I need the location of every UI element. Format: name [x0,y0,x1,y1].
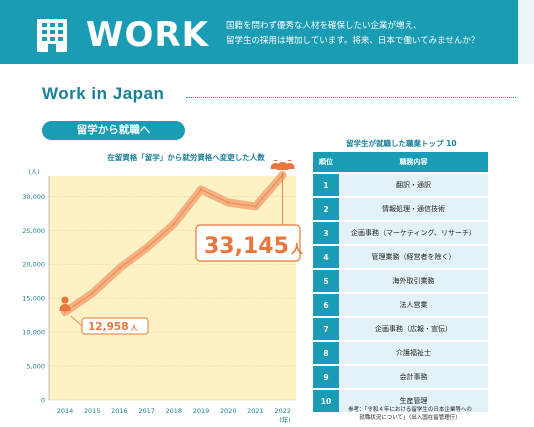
y-tick-label: 0 [41,397,45,405]
x-axis: 2014 2015 2016 2017 2018 2019 2020 2021 2022 [57,407,291,415]
table-row: 4 管理業務（経営者を除く） [313,246,488,268]
data-point [63,310,67,314]
rank-cell: 1 [313,174,339,196]
y-tick-label: 10,000 [22,329,45,337]
y-tick-label: 20,000 [22,261,45,269]
data-point [199,188,203,191]
header-banner [0,0,534,64]
header-edge [518,0,534,64]
table-row: 8 介護福祉士 [313,342,488,364]
table-row: 5 海外取引業務 [313,270,488,292]
x-tick-label: 2016 [111,407,128,415]
job-cell: 管理業務（経営者を除く） [339,246,488,268]
job-cell: 生産管理 [339,390,488,412]
header-description-line1: 国籍を問わず優秀な人材を確保したい企業が増え、 [226,21,422,31]
job-cell: 翻訳・通訳 [339,174,488,196]
chart-title: 在留資格「留学」から就労資格へ変更した人数 [107,153,265,162]
table-row: 1 翻訳・通訳 [313,174,488,196]
rank-cell: 5 [313,270,339,292]
y-tick-label: 5,000 [26,363,45,371]
x-tick-label: 2020 [220,407,237,415]
x-tick-label: 2015 [84,407,101,415]
table-row: 10 生産管理 [313,390,488,412]
data-point [145,246,148,250]
line-chart: 0 5,000 10,000 15,000 20,000 25,000 30,000 201… [22,160,304,424]
people-icon [270,160,295,171]
plot-area [49,176,296,400]
start-value-unit: 人 [131,323,139,332]
table-row: 7 企画事務（広報・宣伝） [313,318,488,340]
header-rank: 順位 [313,152,339,172]
x-tick-label: 2019 [193,407,210,415]
table-row: 2 情報処理・通信技術 [313,198,488,220]
data-point [254,205,257,208]
header-title: WORK [86,15,209,55]
table-row: 6 法人営業 [313,294,488,316]
job-cell: 会計事務 [339,366,488,388]
header-description-line2: 留学生の採用は増加しています。将来、日本で働いてみませんか？ [226,36,480,46]
table-header-row: 順位 職務内容 [313,152,488,172]
rank-cell: 10 [313,390,339,412]
rank-cell: 2 [313,198,339,220]
job-cell: 企画事務（マーケティング、リサーチ） [339,222,488,244]
rank-cell: 9 [313,366,339,388]
x-tick-label: 2021 [247,407,264,415]
y-axis-unit: (人) [28,168,40,176]
job-cell: 介護福祉士 [339,342,488,364]
section-title: Work in Japan [42,84,165,103]
end-value: 33,145 [204,234,289,259]
y-tick-label: 15,000 [22,295,45,303]
start-value: 12,958 [88,321,129,333]
y-tick-label: 25,000 [22,227,45,235]
top10-jobs-table: 順位 職務内容 1 翻訳・通訳 2 情報処理・通信技術 3 企画事務（マーケティング、… [313,150,488,414]
person-icon [59,296,71,312]
data-point [118,267,121,270]
job-cell: 法人営業 [339,294,488,316]
x-tick-label: 2017 [138,407,155,415]
rank-cell: 7 [313,318,339,340]
data-point [227,201,230,204]
x-tick-label: 2014 [57,407,74,415]
section-dotted-line [186,97,516,98]
start-leader-line [70,315,83,327]
rank-cell: 3 [313,222,339,244]
table-source-note-line2: 就職状況について」（出入国在留管理庁） [359,415,461,421]
data-point [172,222,175,226]
rank-cell: 6 [313,294,339,316]
job-cell: 情報処理・通信技術 [339,198,488,220]
rank-cell: 8 [313,342,339,364]
job-cell: 海外取引業務 [339,270,488,292]
table-row: 9 会計事務 [313,366,488,388]
header-job: 職務内容 [339,152,488,172]
data-point [91,292,94,295]
start-value-box [81,317,149,335]
subsection-pill: 留学から就職へ [42,121,185,140]
job-cell: 企画事務（広報・宣伝） [339,318,488,340]
y-tick-label: 30,000 [22,193,45,201]
table-row: 3 企画事務（マーケティング、リサーチ） [313,222,488,244]
table-title: 留学生が就職した職業トップ 10 [346,139,457,148]
y-axis: 0 5,000 10,000 15,000 20,000 25,000 30,000 [22,176,50,405]
table-source-note-line1: 参考：「令和４年における留学生の日本企業等への [348,407,472,413]
end-value-unit: 人 [291,241,304,256]
x-tick-label: 2018 [166,407,183,415]
x-tick-label: 2022 [274,407,291,415]
rank-cell: 4 [313,246,339,268]
end-value-box [195,224,301,262]
building-icon [37,19,67,52]
x-axis-unit: (年) [279,415,291,424]
